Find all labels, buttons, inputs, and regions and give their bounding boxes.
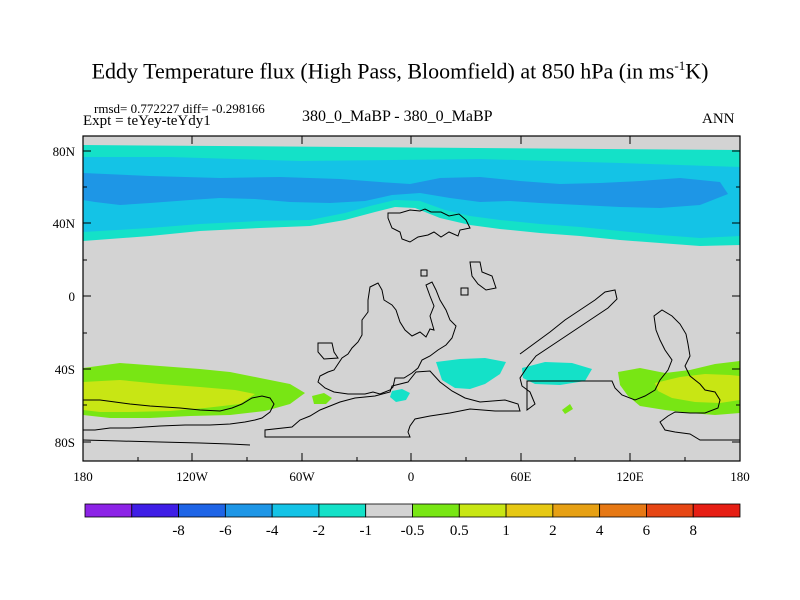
colorbar-label: -0.5 [401, 523, 425, 539]
colorbar-swatch [131, 503, 179, 518]
nh-band-inner [83, 173, 728, 208]
colorbar-swatch [505, 503, 554, 518]
case-label: 380_0_MaBP - 380_0_MaBP [302, 108, 493, 125]
colorbar-swatch [271, 503, 320, 518]
colorbar-swatch [318, 503, 367, 518]
colorbar-swatch [412, 503, 460, 518]
colorbar-label: 8 [689, 523, 697, 539]
island-4 [317, 342, 339, 360]
x-tick-label: 60E [511, 469, 532, 484]
colorbar-swatch [178, 503, 226, 518]
colorbar-label: 6 [643, 523, 651, 539]
colorbar-swatch [646, 503, 694, 518]
coastlines [83, 208, 740, 446]
x-tick-label: 180 [730, 469, 750, 484]
island-3 [469, 261, 497, 291]
x-tick-label: 180 [73, 469, 93, 484]
sh-east-inner [655, 374, 740, 403]
continent-east [519, 289, 740, 441]
continent-south-bottom [83, 439, 251, 446]
sh-blob-indian-west [436, 358, 506, 389]
continent-northern [387, 208, 471, 243]
sh-blob-indian-east [522, 362, 592, 385]
x-axis-labels: 180 120W 60W 0 60E 120E 180 [73, 469, 750, 484]
x-axis-ticks [82, 136, 741, 461]
experiment-label: Expt = teYey-teYdy1 [83, 113, 211, 129]
colorbar-label: -2 [313, 523, 326, 539]
x-tick-label: 60W [289, 469, 315, 484]
continent-west [317, 281, 457, 395]
x-tick-label: 120E [616, 469, 644, 484]
colorbar-swatch [224, 503, 273, 518]
sh-west-inner [83, 380, 255, 412]
sh-blob-atlantic-south [390, 389, 410, 402]
y-axis-ticks [83, 150, 740, 443]
island-1 [420, 269, 428, 277]
colorbar-label: 4 [596, 523, 604, 539]
colorbar-swatch [552, 503, 601, 518]
sh-fleck [562, 404, 573, 414]
continent-southwest [83, 395, 275, 431]
x-tick-label: 120W [176, 469, 209, 484]
y-tick-label: 40S [55, 362, 75, 377]
colorbar-label: -6 [219, 523, 232, 539]
colorbar-label: 1 [502, 523, 510, 539]
colorbar-label: 2 [549, 523, 557, 539]
map-title: Eddy Temperature flux (High Pass, Bloomf… [91, 58, 709, 84]
season-label: ANN [702, 111, 735, 127]
island-2 [460, 287, 469, 296]
y-tick-label: 80S [55, 435, 75, 450]
colorbar-swatch [458, 503, 507, 518]
continent-middle [264, 370, 521, 438]
nh-band-mid [83, 157, 740, 238]
y-tick-label: 40N [53, 216, 76, 231]
colorbar-swatch [365, 503, 413, 518]
colorbar-swatch [692, 503, 741, 518]
colorbar: -8 -6 -4 -2 -1 -0.5 0.5 1 2 4 6 8 [84, 503, 741, 539]
x-tick-label: 0 [408, 469, 415, 484]
contour-fill [83, 145, 740, 418]
y-axis-labels: 80N 40N 0 40S 80S [53, 144, 76, 450]
colorbar-label: -8 [172, 523, 185, 539]
colorbar-label: -1 [359, 523, 372, 539]
stats-text: rmsd= 0.772227 diff= -0.298166 [94, 101, 265, 116]
y-tick-label: 0 [69, 289, 76, 304]
colorbar-label: -4 [266, 523, 279, 539]
colorbar-swatch [599, 503, 647, 518]
sh-blob-west [312, 393, 332, 404]
colorbar-swatch [84, 503, 133, 518]
y-tick-label: 80N [53, 144, 76, 159]
colorbar-label: 0.5 [450, 523, 469, 539]
